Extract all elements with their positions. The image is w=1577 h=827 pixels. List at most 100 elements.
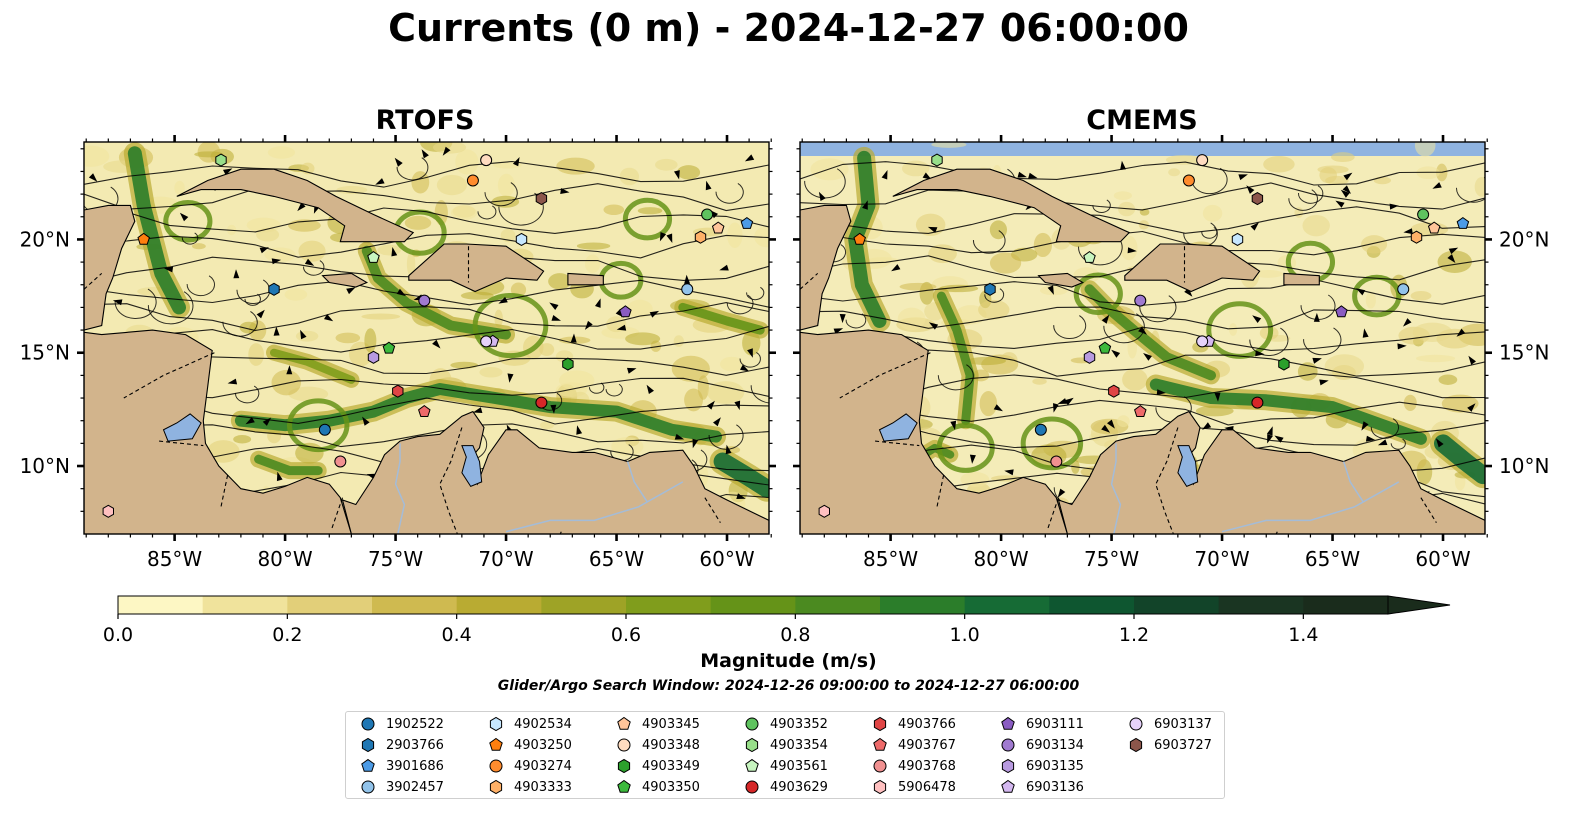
country-border <box>439 427 463 534</box>
streamline-arrow <box>346 287 356 295</box>
magnitude-patch <box>1412 322 1453 343</box>
magnitude-patch <box>1032 378 1047 385</box>
streamline-arrow <box>1246 185 1255 194</box>
streamline-swirl <box>1300 294 1336 320</box>
hexagon-marker-icon <box>1001 758 1015 774</box>
streamline-arrow <box>674 433 685 440</box>
colorbar-tick-label: 1.2 <box>1119 624 1149 646</box>
float-marker-6903137 <box>1196 335 1209 348</box>
land-central <box>800 329 1068 534</box>
magnitude-patch <box>1168 168 1181 177</box>
colorbar-segment <box>202 596 288 614</box>
no-data-band <box>800 142 1485 156</box>
legend-item: 4903766 <box>872 714 956 734</box>
streamline-arrow <box>1356 288 1366 296</box>
legend-item: 6903136 <box>1000 777 1084 797</box>
streamline-arrow <box>498 296 508 304</box>
magnitude-patch <box>336 185 368 195</box>
magnitude-patch <box>411 171 430 194</box>
magnitude-patch <box>1263 155 1295 173</box>
float-marker-4903629 <box>535 396 548 409</box>
streamline-arrow <box>551 315 561 321</box>
streamline-swirl <box>1370 418 1399 439</box>
legend-label: 4903349 <box>642 758 700 774</box>
country-border <box>936 474 945 507</box>
streamline-arrow <box>740 364 750 372</box>
pentagon-marker-icon <box>1001 779 1015 793</box>
legend-label: 4903345 <box>642 716 700 732</box>
streamline-arrow <box>432 339 441 349</box>
hexagon-marker-icon <box>1129 737 1143 753</box>
streamline-arrow <box>1238 174 1248 181</box>
legend-item: 5906478 <box>872 777 956 797</box>
panel-title-cmems: CMEMS <box>1086 105 1198 136</box>
streamline-arrow <box>862 200 868 210</box>
current-jet <box>270 348 356 384</box>
magnitude-patch <box>1317 165 1349 174</box>
streamline-arrow <box>1202 422 1212 430</box>
streamline-arrow <box>659 232 667 242</box>
streamline-swirl <box>484 182 518 207</box>
magnitude-patch <box>284 288 308 301</box>
legend-label: 3902457 <box>386 779 444 795</box>
legend-item: 1902522 <box>360 714 444 734</box>
current-jet <box>936 291 975 426</box>
magnitude-patch <box>267 146 296 159</box>
legend-label: 4903766 <box>898 716 956 732</box>
hexagon-marker-icon <box>361 737 375 753</box>
magnitude-patch <box>1415 354 1456 363</box>
magnitude-patch <box>966 356 1006 366</box>
legend-item: 4903349 <box>616 756 700 776</box>
streamline-swirl <box>147 291 194 325</box>
streamline-arrow <box>1361 421 1369 431</box>
magnitude-patch <box>239 321 258 334</box>
lon-label: 80°W <box>257 547 312 571</box>
magnitude-patch <box>539 421 554 430</box>
streamline-swirl <box>610 444 634 462</box>
colorbar-segment <box>118 596 204 614</box>
country-border <box>839 352 931 399</box>
magnitude-patch <box>256 227 280 242</box>
streamline <box>84 325 769 353</box>
float-marker-2903766 <box>268 282 280 296</box>
streamline-arrow <box>88 173 98 182</box>
lat-label: 20°N <box>20 227 70 251</box>
streamline <box>800 206 1485 234</box>
streamline-arrow <box>1101 424 1111 433</box>
magnitude-patch <box>406 251 416 277</box>
streamline-swirl <box>746 286 765 301</box>
streamline-arrow <box>891 264 901 272</box>
float-marker-4903345 <box>1427 221 1441 234</box>
land-south <box>341 410 769 534</box>
legend-item: 4903333 <box>488 777 572 797</box>
panel-title-rtofs: RTOFS <box>375 105 475 136</box>
colorbar-tick-label: 1.0 <box>950 624 980 646</box>
streamline-arrow <box>666 233 673 243</box>
eddy-ring <box>163 200 213 243</box>
lat-label: 15°N <box>1499 341 1549 365</box>
current-jet <box>1434 434 1485 485</box>
magnitude-patch <box>677 165 701 180</box>
pentagon-marker-icon <box>617 716 631 730</box>
magnitude-patch <box>684 388 703 412</box>
river <box>1110 443 1122 534</box>
legend-item: 4903354 <box>744 735 828 755</box>
streamline-arrow <box>1156 389 1166 396</box>
legend-label: 6903727 <box>1154 737 1212 753</box>
float-marker-4902534 <box>515 232 528 246</box>
streamline-arrow <box>1362 328 1369 338</box>
legend-item: 4903629 <box>744 777 828 797</box>
magnitude-patch <box>611 437 644 456</box>
magnitude-patch <box>899 282 937 291</box>
streamline-swirl <box>605 383 623 397</box>
hexagon-marker-icon <box>873 779 887 795</box>
streamline-arrow <box>736 493 746 499</box>
magnitude-patch <box>1365 291 1376 309</box>
colorbar-label: Magnitude (m/s) <box>700 650 877 672</box>
magnitude-patch <box>1253 269 1284 278</box>
streamline-arrow <box>1335 200 1345 208</box>
legend-label: 6903137 <box>1154 716 1212 732</box>
magnitude-patch <box>194 151 224 158</box>
streamline-arrow <box>1467 403 1476 412</box>
legend-label: 4903250 <box>514 737 572 753</box>
